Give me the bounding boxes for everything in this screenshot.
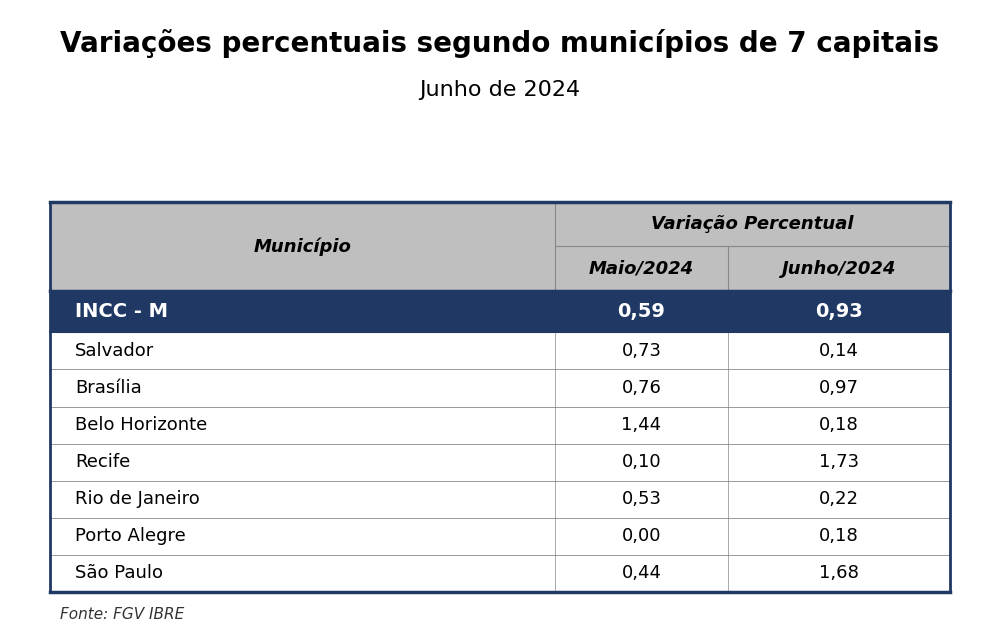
Text: Junho de 2024: Junho de 2024	[419, 80, 581, 100]
Text: 0,14: 0,14	[819, 342, 859, 360]
Text: Município: Município	[254, 237, 351, 256]
Text: Salvador: Salvador	[75, 342, 154, 360]
Text: 0,93: 0,93	[815, 302, 863, 321]
Text: Variação Percentual: Variação Percentual	[651, 215, 854, 233]
Text: Brasília: Brasília	[75, 379, 142, 397]
Text: 1,44: 1,44	[621, 416, 662, 434]
Text: 0,00: 0,00	[622, 527, 661, 545]
Text: 0,73: 0,73	[622, 342, 662, 360]
Text: 0,18: 0,18	[819, 527, 859, 545]
Text: 0,76: 0,76	[622, 379, 661, 397]
Text: Fonte: FGV IBRE: Fonte: FGV IBRE	[60, 607, 184, 622]
Text: 0,59: 0,59	[618, 302, 665, 321]
Text: Junho/2024: Junho/2024	[782, 260, 896, 278]
Text: 0,97: 0,97	[819, 379, 859, 397]
Text: 1,68: 1,68	[819, 564, 859, 582]
Text: Maio/2024: Maio/2024	[589, 260, 694, 278]
Text: INCC - M: INCC - M	[75, 302, 168, 321]
Text: 0,18: 0,18	[819, 416, 859, 434]
Text: 0,44: 0,44	[622, 564, 662, 582]
Text: 0,53: 0,53	[622, 490, 662, 508]
Text: Porto Alegre: Porto Alegre	[75, 527, 186, 545]
Text: Recife: Recife	[75, 453, 130, 471]
Text: 1,73: 1,73	[819, 453, 859, 471]
Text: São Paulo: São Paulo	[75, 564, 163, 582]
Text: 0,10: 0,10	[622, 453, 661, 471]
Text: Belo Horizonte: Belo Horizonte	[75, 416, 207, 434]
Text: Rio de Janeiro: Rio de Janeiro	[75, 490, 200, 508]
Text: 0,22: 0,22	[819, 490, 859, 508]
Text: Variações percentuais segundo municípios de 7 capitais: Variações percentuais segundo municípios…	[60, 29, 940, 58]
